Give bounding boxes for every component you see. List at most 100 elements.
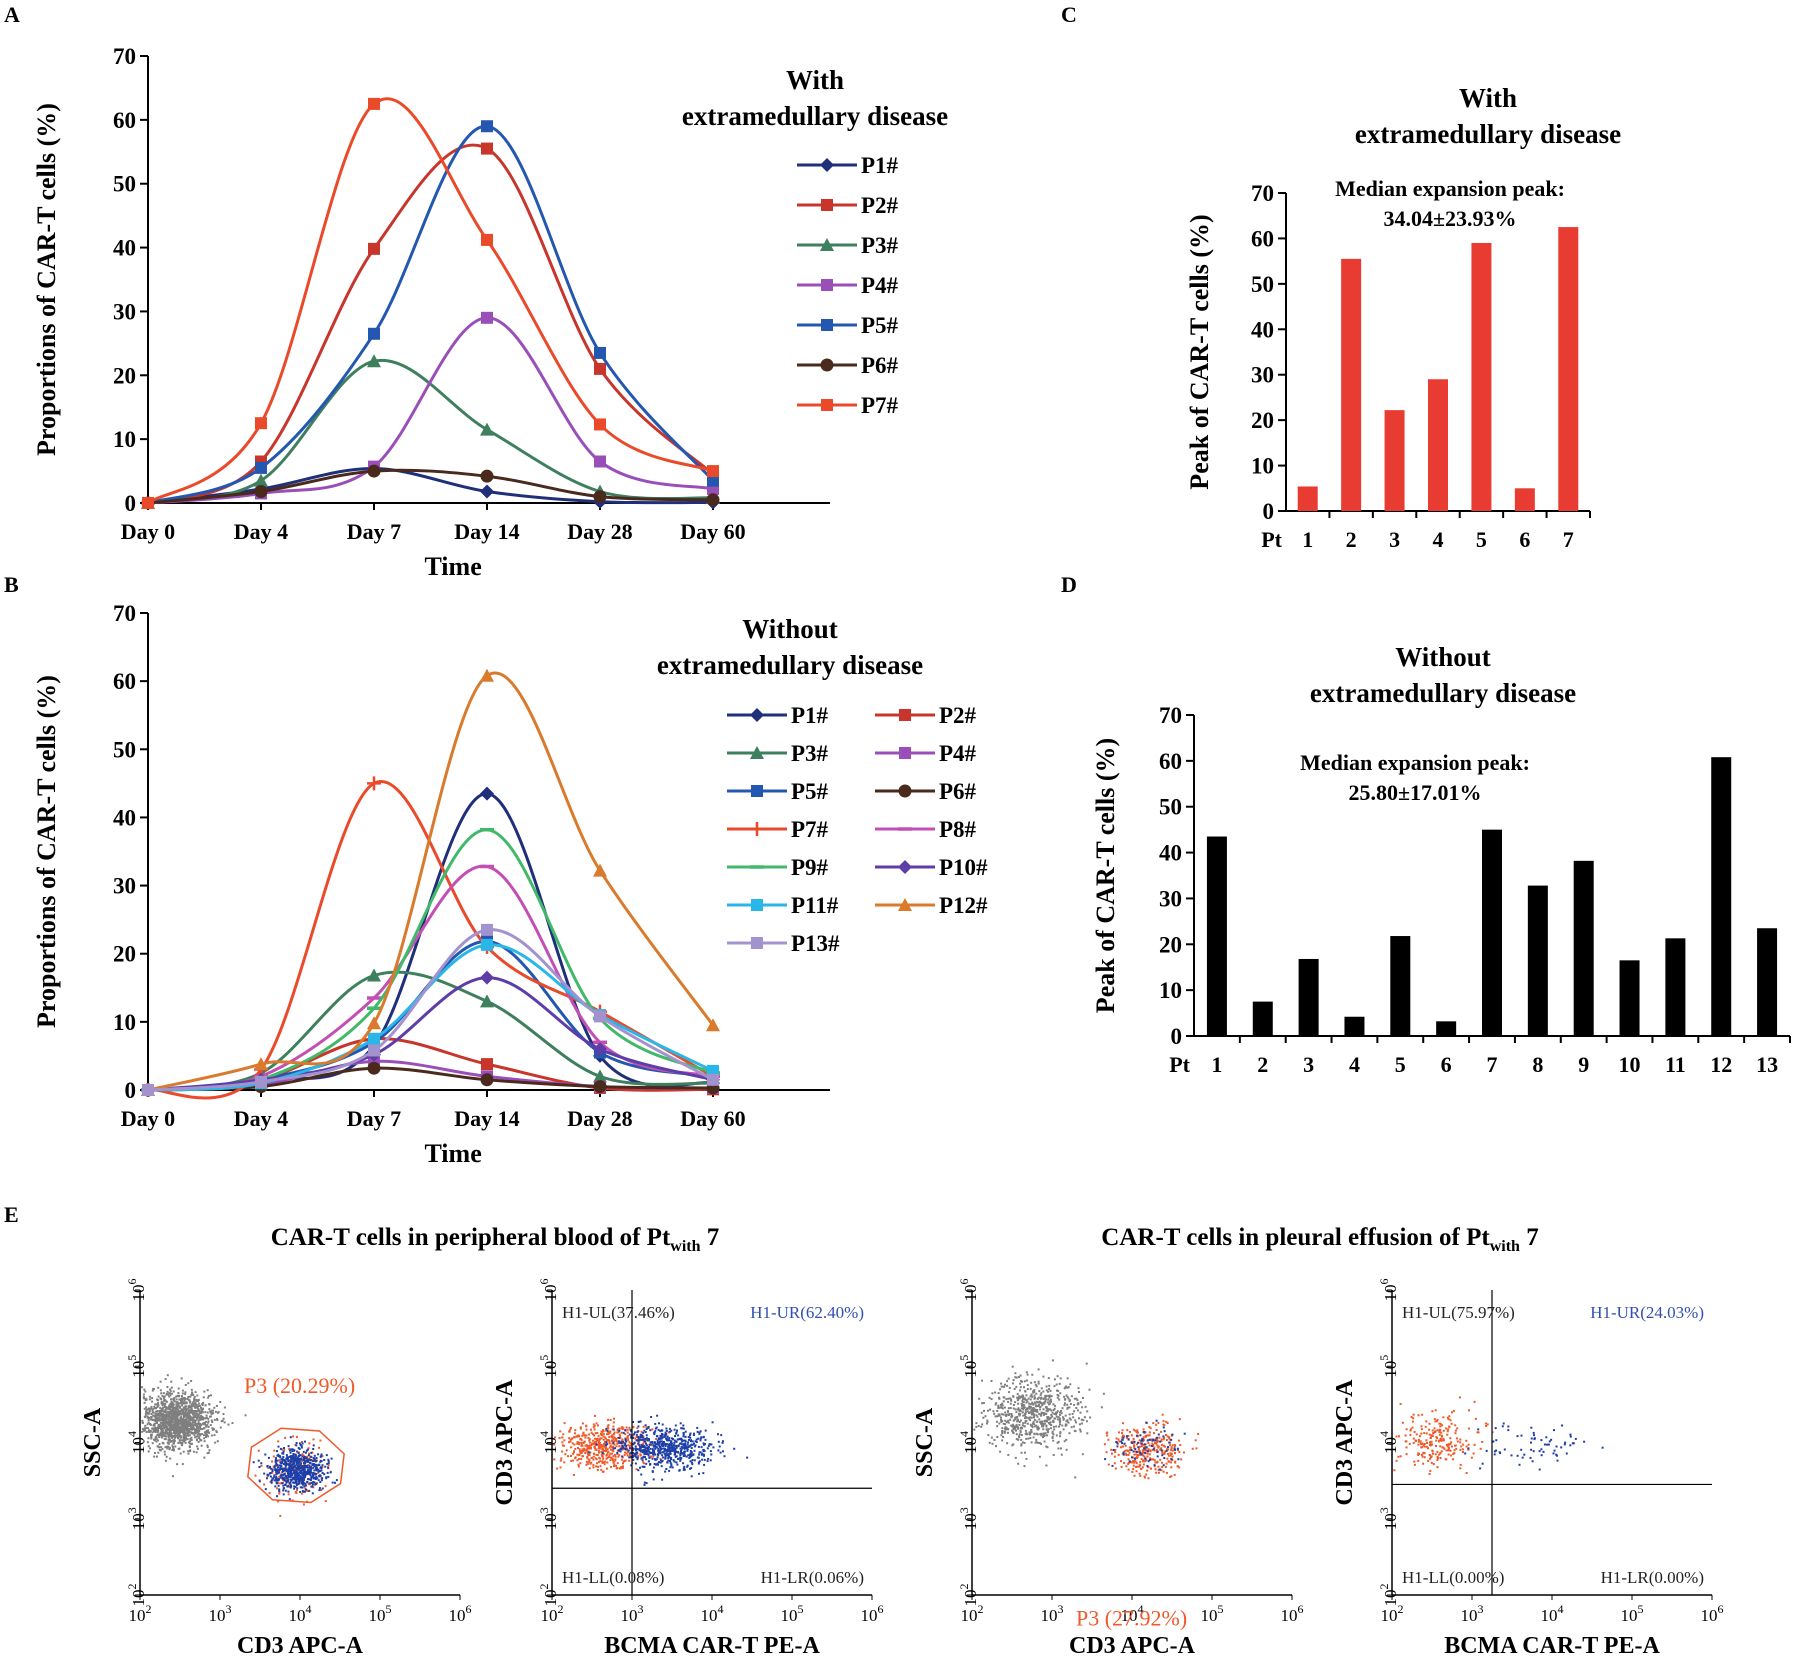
flow-y-tick-label: 104 (1377, 1431, 1400, 1454)
ssc-event (997, 1404, 1000, 1407)
panel-label-a: A (4, 2, 20, 27)
car-t-event (276, 1468, 279, 1471)
ssc-event (182, 1411, 185, 1414)
ssc-event (1039, 1433, 1042, 1436)
ssc-event (189, 1411, 192, 1413)
car-t-event (309, 1468, 312, 1471)
car-t-event (670, 1429, 673, 1432)
ssc-event (190, 1394, 193, 1396)
car-t-event (676, 1438, 679, 1441)
ssc-event (157, 1417, 159, 1419)
flow-tick-exponent: 5 (957, 1355, 971, 1361)
ssc-event (163, 1453, 166, 1456)
cd3-event (1173, 1473, 1176, 1476)
ssc-event (1016, 1396, 1019, 1399)
car-t-event (618, 1429, 621, 1432)
bar (1665, 938, 1686, 1036)
cd3-event (592, 1439, 594, 1442)
ssc-event (194, 1414, 197, 1417)
ssc-event (187, 1409, 190, 1412)
ssc-event (1019, 1429, 1022, 1432)
ssc-event (210, 1419, 213, 1422)
cd3-event (1124, 1444, 1127, 1447)
ssc-event (1076, 1403, 1079, 1406)
cd3-event (635, 1468, 638, 1471)
cd3-event (642, 1440, 645, 1443)
car-t-event (298, 1461, 301, 1464)
data-point (480, 668, 494, 682)
cd3-event (608, 1442, 611, 1445)
car-t-event (319, 1470, 322, 1472)
ssc-event (207, 1420, 210, 1423)
car-t-event (289, 1451, 292, 1454)
car-t-event (277, 1445, 280, 1448)
car-t-event (296, 1466, 299, 1469)
cd3-event (589, 1444, 592, 1447)
cd3-event (659, 1457, 662, 1460)
data-point (254, 485, 268, 499)
ssc-event (185, 1432, 188, 1435)
cd3-event (611, 1458, 614, 1461)
car-t-event (678, 1437, 681, 1440)
data-point (706, 493, 720, 507)
ssc-event (1012, 1432, 1015, 1435)
ssc-event (178, 1421, 181, 1424)
chart-title-line: extramedullary disease (1310, 678, 1576, 708)
car-t-event (636, 1458, 639, 1461)
car-t-event (310, 1485, 313, 1488)
ssc-event (162, 1406, 165, 1409)
ssc-event (983, 1409, 985, 1412)
ssc-event (183, 1399, 186, 1401)
car-t-event (680, 1457, 683, 1460)
ssc-event (1066, 1406, 1069, 1409)
ssc-event (165, 1429, 168, 1432)
car-t-event (646, 1450, 649, 1453)
ssc-event (986, 1419, 989, 1422)
ssc-event (157, 1386, 160, 1389)
ssc-event (1022, 1422, 1025, 1425)
ssc-event (159, 1389, 162, 1392)
ssc-event (982, 1416, 985, 1419)
cd3-event (1153, 1446, 1156, 1449)
ssc-event (204, 1420, 207, 1423)
car-t-event (290, 1467, 293, 1470)
cd3-event (312, 1438, 315, 1441)
ssc-event (168, 1415, 171, 1418)
car-t-event (633, 1433, 636, 1436)
cd3-event (1160, 1469, 1163, 1472)
car-t-event (683, 1446, 686, 1449)
car-t-event (701, 1452, 704, 1455)
ssc-event (169, 1394, 172, 1397)
car-t-event (689, 1434, 691, 1437)
x-tick-label: 1 (1211, 1052, 1222, 1077)
car-t-event (292, 1481, 295, 1484)
flow-tick-exponent: 4 (537, 1431, 551, 1437)
data-point (593, 1042, 607, 1057)
cd3-event (1123, 1450, 1126, 1453)
panel-label-c: C (1061, 2, 1077, 27)
car-t-event (1151, 1439, 1154, 1442)
cd3-event (577, 1441, 579, 1444)
ssc-event (156, 1455, 158, 1458)
ssc-event (153, 1455, 156, 1458)
ssc-event (180, 1416, 183, 1418)
cd3-event (613, 1453, 616, 1456)
flow-tick-exponent: 3 (125, 1507, 139, 1513)
cd3-event (620, 1431, 623, 1434)
ssc-event (1056, 1375, 1059, 1378)
ssc-event (182, 1421, 185, 1424)
car-t-event (297, 1476, 300, 1479)
ssc-event (153, 1438, 155, 1441)
cd3-event (1142, 1439, 1145, 1442)
car-t-event (660, 1465, 663, 1468)
ssc-event (157, 1427, 159, 1429)
car-t-event (690, 1455, 693, 1458)
car-t-event (654, 1430, 657, 1433)
ssc-event (1066, 1386, 1069, 1389)
car-t-event (621, 1445, 624, 1448)
car-t-event (304, 1484, 307, 1487)
flow-y-tick-label: 103 (125, 1507, 148, 1530)
ssc-event (1059, 1423, 1061, 1426)
car-t-event (307, 1478, 309, 1481)
ssc-event (1033, 1413, 1036, 1416)
